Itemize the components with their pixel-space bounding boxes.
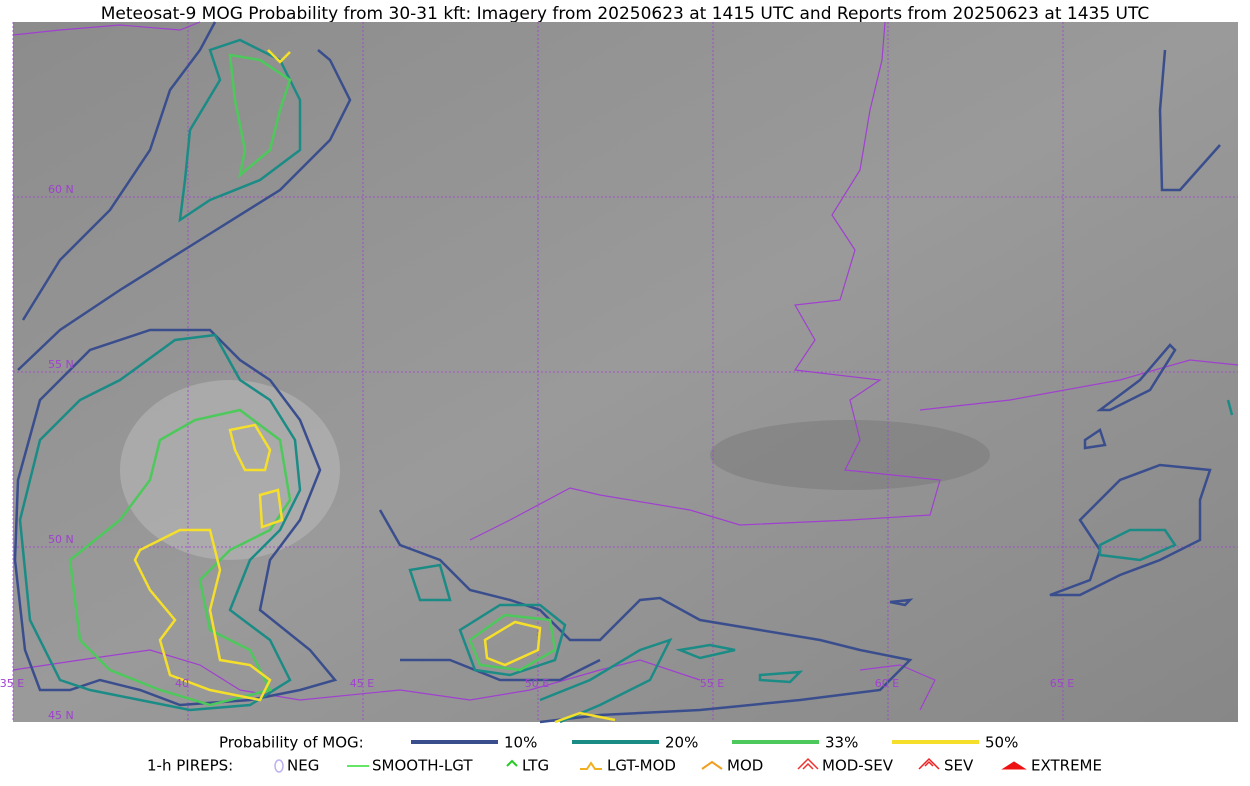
legend-title: Probability of MOG: — [219, 734, 364, 752]
legend-label: NEG — [287, 757, 319, 775]
contour-33 — [68, 408, 292, 707]
contour-10 — [17, 49, 352, 371]
legend-label: MOD-SEV — [822, 757, 894, 775]
contour-50 — [133, 528, 272, 702]
pirep-icon — [506, 759, 518, 767]
lat-label: 50 N — [48, 533, 74, 546]
dry-band — [710, 420, 990, 490]
pirep-icon — [797, 757, 819, 770]
legend-label: 33% — [825, 734, 858, 752]
title: Meteosat-9 MOG Probability from 30-31 kf… — [101, 4, 1150, 24]
contour-20 — [1098, 528, 1177, 562]
lon-label: 65 E — [1050, 677, 1074, 690]
legend-label: 10% — [504, 734, 537, 752]
contour-20 — [178, 38, 302, 223]
lat-label: 45 N — [48, 709, 74, 722]
map: 60 N 55 N 50 N 45 N 35 E 40 45 E 50 E 55… — [0, 21, 1239, 724]
pirep-icon — [918, 757, 940, 770]
coastline — [919, 359, 1239, 411]
legend-label: EXTREME — [1031, 757, 1102, 775]
contour-20 — [408, 563, 452, 602]
contour-20 — [675, 643, 736, 660]
contour-20 — [458, 603, 567, 677]
lon-label: 55 E — [700, 677, 724, 690]
legend-label: SEV — [944, 757, 974, 775]
contour-20 — [18, 333, 302, 712]
contour-33 — [228, 53, 292, 179]
coastline — [12, 21, 201, 36]
contour-50 — [267, 49, 291, 64]
pirep-icon — [580, 761, 602, 770]
contour-10 — [1158, 49, 1221, 192]
contour-10 — [21, 21, 217, 321]
legend-label: LTG — [522, 757, 549, 775]
contour-10 — [378, 509, 913, 724]
contour-10 — [1096, 343, 1177, 412]
lat-label: 55 N — [48, 358, 74, 371]
legend: Probability of MOG: 1-h PIREPS: 10% 20% 33… — [147, 734, 1102, 775]
contour-50 — [228, 423, 272, 472]
coastline — [859, 664, 936, 711]
contour-20 — [1226, 399, 1234, 416]
legend-label: 20% — [665, 734, 698, 752]
contour-10 — [1083, 428, 1107, 450]
coastline — [12, 649, 701, 701]
lon-label: 60 E — [875, 677, 899, 690]
lon-label: 50 E — [525, 677, 549, 690]
legend-label: SMOOTH-LGT — [372, 757, 473, 775]
legend-title: 1-h PIREPS: — [147, 757, 233, 775]
pirep-icon — [1001, 761, 1027, 770]
lon-label: 35 E — [0, 677, 24, 690]
contour-20 — [539, 637, 673, 724]
lon-label: 40 — [175, 677, 189, 690]
pirep-icon — [274, 759, 284, 773]
contour-10 — [889, 598, 914, 607]
coastlines — [12, 21, 1239, 711]
lat-label: 60 N — [48, 183, 74, 196]
lon-label: 45 E — [350, 677, 374, 690]
contour-10 — [400, 658, 601, 682]
contours — [13, 21, 1234, 724]
contour-50 — [554, 711, 616, 724]
contour-50 — [258, 488, 284, 529]
contour-20 — [758, 670, 804, 684]
legend-label: MOD — [727, 757, 763, 775]
legend-label: LGT-MOD — [607, 757, 676, 775]
pirep-icon — [701, 760, 723, 770]
legend-label: 50% — [985, 734, 1018, 752]
coastline — [469, 21, 941, 541]
contour-33 — [468, 613, 557, 672]
contour-10 — [13, 328, 338, 707]
contour-50 — [483, 620, 542, 667]
